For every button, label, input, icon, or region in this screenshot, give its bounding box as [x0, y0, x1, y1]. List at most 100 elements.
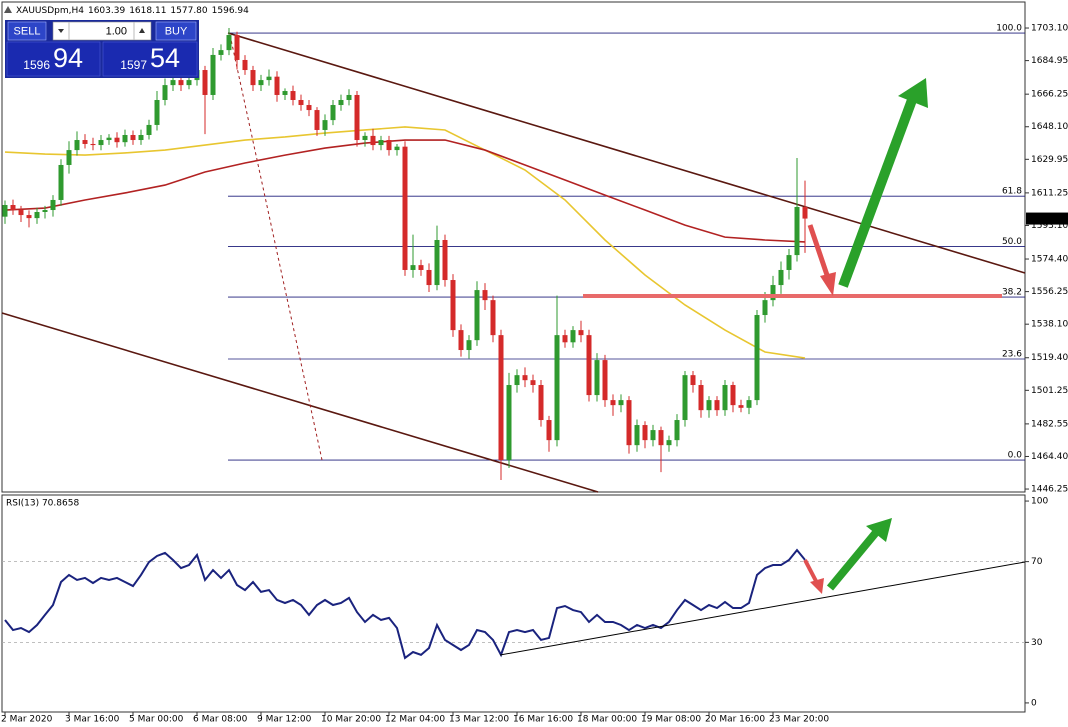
candle-body	[394, 146, 400, 151]
x-tick-label: 2 Mar 2020	[1, 715, 53, 725]
arrow-head	[820, 272, 836, 296]
candle-body	[426, 269, 432, 286]
y-tick-label: 1519.40	[1031, 353, 1068, 363]
lot-field[interactable]	[52, 21, 152, 41]
rsi-panel	[1, 494, 1026, 713]
price-marker	[1026, 212, 1068, 225]
candle-body	[186, 80, 192, 86]
price-marker-label: 1596.94	[1030, 214, 1067, 224]
arrow-up	[838, 98, 917, 288]
candle-body	[642, 425, 648, 441]
candle-body	[210, 54, 216, 95]
bid-big[interactable]: 94	[53, 43, 83, 73]
candle-body	[674, 420, 680, 441]
ask-box[interactable]	[102, 41, 198, 77]
candle-body	[514, 375, 520, 386]
candle-body	[50, 199, 56, 211]
arrow-head	[898, 78, 928, 108]
fib-label: 0.0	[1008, 451, 1023, 461]
trade-panel: SELL 1.00 BUY 1596 94 1597 54	[5, 20, 199, 78]
arrow-down	[803, 559, 819, 584]
y-tick-label: 1648.10	[1031, 122, 1068, 132]
ask-big[interactable]: 54	[150, 43, 180, 73]
lot-down[interactable]	[58, 29, 64, 33]
buy-label[interactable]: BUY	[165, 25, 188, 37]
y-tick-label: 1482.55	[1031, 419, 1068, 429]
arrow-head	[866, 518, 892, 542]
x-tick-label: 5 Mar 00:00	[129, 715, 184, 725]
candle-body	[154, 100, 160, 125]
candle-body	[162, 85, 168, 100]
x-tick-label: 19 Mar 08:00	[641, 715, 701, 725]
candle-body	[354, 94, 360, 141]
candle-body	[122, 135, 128, 143]
candle-body	[658, 430, 664, 446]
candle-body	[618, 400, 624, 406]
candle-body	[594, 360, 600, 396]
x-tick-label: 12 Mar 04:00	[385, 715, 445, 725]
ask-main[interactable]: 1597	[120, 58, 147, 72]
y-tick-label: 1666.25	[1031, 90, 1068, 100]
bid-box[interactable]	[6, 41, 101, 77]
low: 1577.80	[170, 6, 207, 16]
candle-body	[610, 400, 616, 406]
lot-value[interactable]: 1.00	[106, 25, 127, 37]
symbol-icon	[4, 6, 12, 13]
candle-body	[434, 240, 440, 286]
annotations	[499, 78, 1026, 656]
fib-label: 61.8	[1002, 187, 1022, 197]
candle-body	[250, 70, 256, 86]
candle-body	[778, 269, 784, 286]
candle-body	[202, 70, 208, 95]
candle-body	[458, 330, 464, 351]
candle-body	[330, 105, 336, 121]
candle-body	[626, 400, 632, 446]
y-tick-label: 1501.25	[1031, 386, 1068, 396]
candle-body	[370, 135, 376, 146]
candle-body	[650, 430, 656, 441]
candle-body	[10, 205, 16, 211]
y-tick-label: 1464.40	[1031, 452, 1068, 462]
fib-label: 50.0	[1002, 237, 1022, 247]
y-tick-label: 1593.10	[1031, 221, 1068, 231]
candle-body	[634, 425, 640, 446]
sell-button[interactable]	[7, 21, 47, 41]
candle-body	[82, 140, 88, 144]
arrow-down	[807, 224, 831, 279]
x-tick-label: 3 Mar 16:00	[65, 715, 120, 725]
y-tick-label: 1574.40	[1031, 255, 1068, 265]
candle-body	[362, 135, 368, 141]
candle-body	[298, 100, 304, 106]
bid-main[interactable]: 1596	[23, 58, 50, 72]
y-tick-label: 1684.95	[1031, 56, 1068, 66]
candle-body	[418, 265, 424, 270]
candle-body	[698, 385, 704, 411]
buy-button[interactable]	[155, 21, 197, 41]
arrow-head	[810, 578, 824, 594]
candle-body	[706, 400, 712, 411]
y-tick-label: 1538.10	[1031, 320, 1068, 330]
candle-body	[218, 50, 224, 55]
candle-body	[290, 91, 296, 100]
candle-body	[58, 164, 64, 200]
x-tick-label: 10 Mar 20:00	[321, 715, 381, 725]
candle-body	[138, 135, 144, 141]
sell-label[interactable]: SELL	[14, 25, 41, 37]
candle-body	[530, 380, 536, 386]
lot-up[interactable]	[139, 28, 145, 33]
rsi-title: RSI(13) 70.8658	[6, 499, 79, 509]
symbol: XAUUSDpm,H4	[16, 6, 84, 16]
candle-body	[754, 315, 760, 401]
rsi-line	[4, 548, 806, 660]
candle-body	[378, 140, 384, 146]
fib-trendline	[229, 34, 323, 461]
candle-body	[226, 35, 232, 51]
candle-body	[586, 335, 592, 396]
y-tick-label: 70	[1031, 557, 1043, 567]
candle-body	[34, 212, 40, 219]
candle-body	[266, 76, 272, 81]
candle-body	[66, 150, 72, 165]
x-tick-label: 20 Mar 16:00	[705, 715, 765, 725]
candle-body	[258, 80, 264, 86]
